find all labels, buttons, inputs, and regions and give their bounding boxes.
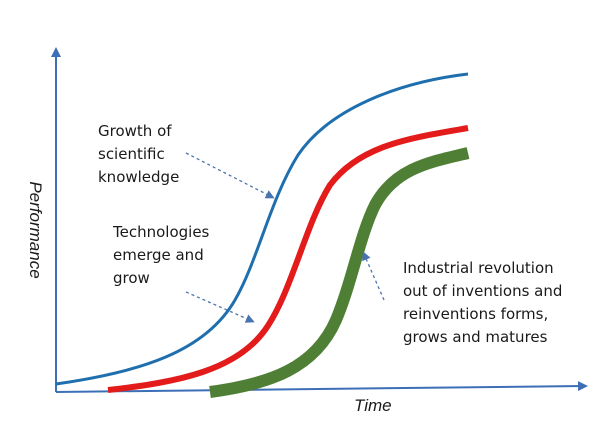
industry-annotation: Industrial revolution out of inventions … xyxy=(403,259,563,346)
technology-annotation: Technologies emerge and grow xyxy=(113,223,210,287)
x-axis-label: Time xyxy=(354,396,392,415)
technology-curve xyxy=(107,125,469,393)
industry-curve xyxy=(209,147,470,398)
y-axis-label: Performance xyxy=(26,181,45,279)
science-curve xyxy=(55,72,469,386)
technology-pointer-arrow xyxy=(185,291,255,323)
industry-pointer-arrow xyxy=(362,251,385,301)
x-axis xyxy=(55,381,588,393)
science-pointer-arrow xyxy=(185,152,275,199)
science-annotation: Growth of scientific knowledge xyxy=(98,122,180,186)
